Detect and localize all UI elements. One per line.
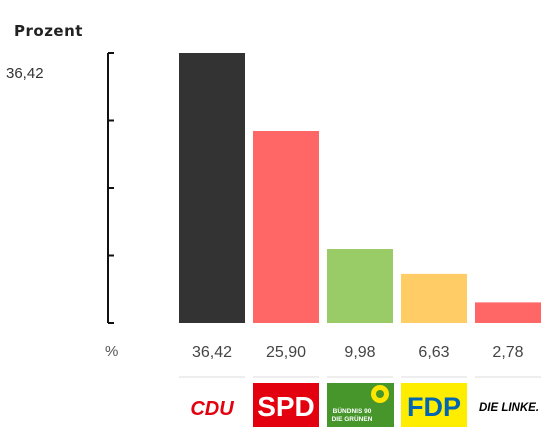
fdp-logo: FDP [401, 383, 467, 427]
bar-cdu [179, 53, 245, 323]
value-label: 25,90 [266, 344, 306, 361]
value-labels: 36,42 25,90 9,98 6,63 2,78 [192, 344, 524, 361]
cdu-logo: CDU [190, 398, 234, 420]
linke-logo-text: DIE LINKE. [479, 402, 539, 414]
bar-spd [253, 130, 319, 323]
fdp-logo-background [401, 383, 467, 427]
value-label: 6,63 [418, 344, 449, 361]
spd-logo: SPD [253, 383, 319, 427]
fdp-logo-text: FDP [407, 392, 461, 422]
value-label: 36,42 [192, 344, 232, 361]
gruene-logo: BÜNDNIS 90 DIE GRÜNEN [327, 383, 394, 427]
sunflower-center-icon [376, 390, 384, 398]
chart-title: Prozent [14, 22, 83, 40]
gruene-logo-line1: BÜNDNIS 90 [333, 406, 372, 415]
y-axis [107, 52, 114, 324]
y-axis-max-label: 36,42 [6, 65, 44, 82]
gruene-logo-line2: DIE GRÜNEN [332, 414, 373, 423]
spd-logo-text: SPD [257, 391, 315, 422]
value-label: 9,98 [344, 344, 375, 361]
bar-b-ndnis-90-die-gr-nen [327, 249, 393, 323]
bar-die-linke [475, 302, 541, 323]
cdu-logo-text: CDU [190, 398, 234, 420]
linke-logo: DIE LINKE. [479, 402, 539, 414]
spd-logo-background [253, 383, 319, 427]
bars [179, 53, 541, 323]
bar-fdp [401, 273, 467, 323]
value-label: 2,78 [492, 344, 523, 361]
unit-label: % [105, 343, 118, 360]
